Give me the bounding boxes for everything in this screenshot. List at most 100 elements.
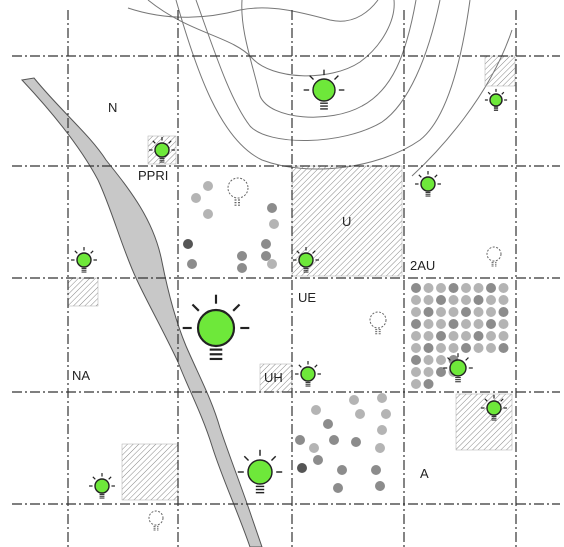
building-dot [436,331,446,341]
building-dot [436,367,446,377]
building-dot [461,343,471,353]
building-dot [267,259,277,269]
building-dot [337,465,347,475]
building-dot [269,219,279,229]
lightbulb-on-icon [237,449,283,494]
building-dot [436,343,446,353]
building-dot [423,367,434,377]
building-dot [473,331,484,341]
building-dot [333,483,343,493]
building-dot [486,283,496,293]
building-dot [486,343,496,353]
building-dot [473,295,484,305]
building-dot [448,283,459,293]
building-dot [411,355,421,365]
lightbulb-off-icon [227,177,249,206]
building-dot [498,283,509,293]
building-dot [448,319,459,329]
building-dot [237,263,247,273]
grid-lines [12,10,560,547]
building-dot [498,343,509,353]
building-dot [191,193,201,203]
lightbulb-on-icon [303,69,345,110]
lightbulb-on-icon [71,247,97,273]
river [20,77,263,547]
building-dot [473,307,484,317]
building-dot [436,307,446,317]
building-dot [377,425,387,435]
lightbulb-on-icon [182,294,250,361]
building-dot [411,319,421,329]
building-dot [237,251,247,261]
lightbulb-off-icon [369,311,387,335]
building-dot [297,463,307,473]
building-dot [498,307,509,317]
building-dot [473,283,484,293]
lightbulbs [71,69,508,531]
building-dot [423,343,434,353]
building-dot [498,295,509,305]
building-dot [295,435,305,445]
zone-label-a: A [420,466,429,481]
lightbulb-on-icon [295,361,321,387]
building-dot [473,343,484,353]
building-dot [436,295,446,305]
building-dot [375,481,385,491]
building-dot [187,259,197,269]
building-dot [411,295,421,305]
building-dot [486,319,496,329]
building-dot [203,209,213,219]
building-dot [203,181,213,191]
building-dot [448,295,459,305]
building-dot [448,331,459,341]
building-dot [461,307,471,317]
building-dot [329,435,339,445]
building-dot [423,295,434,305]
zone-label-ppri: PPRI [138,168,168,183]
building-dot [309,443,319,453]
building-dot [448,307,459,317]
building-dots [183,181,509,493]
building-dot [486,295,496,305]
zone-label-2au: 2AU [410,258,435,273]
lightbulb-on-icon [415,171,441,197]
building-dot [423,355,434,365]
building-dot [375,443,385,453]
building-dot [498,319,509,329]
lightbulb-off-icon [148,510,164,531]
zone-labels: N PPRI U 2AU UE NA UH A [72,100,435,481]
building-dot [351,437,361,447]
building-dot [355,409,365,419]
zone-label-na: NA [72,368,90,383]
building-dot [311,405,321,415]
building-dot [423,283,434,293]
building-dot [313,455,323,465]
building-dot [436,355,446,365]
building-dot [423,331,434,341]
building-dot [411,283,421,293]
zone-label-n: N [108,100,117,115]
zone-label-ue: UE [298,290,316,305]
lightbulb-off-icon [486,246,502,267]
building-dot [423,319,434,329]
building-dot [486,331,496,341]
lightbulb-on-icon [149,137,175,163]
building-dot [423,307,434,317]
building-dot [461,295,471,305]
building-dot [411,379,421,389]
building-dot [261,239,271,249]
lightbulb-on-icon [481,395,507,421]
building-dot [411,307,421,317]
lightbulb-on-icon [484,88,508,111]
building-dot [411,367,421,377]
building-dot [461,283,471,293]
building-dot [461,331,471,341]
building-dot [411,331,421,341]
zone-label-uh: UH [264,370,283,385]
building-dot [323,419,333,429]
lightbulb-on-icon [89,473,115,499]
lightbulb-on-icon [293,247,319,273]
building-dot [436,319,446,329]
